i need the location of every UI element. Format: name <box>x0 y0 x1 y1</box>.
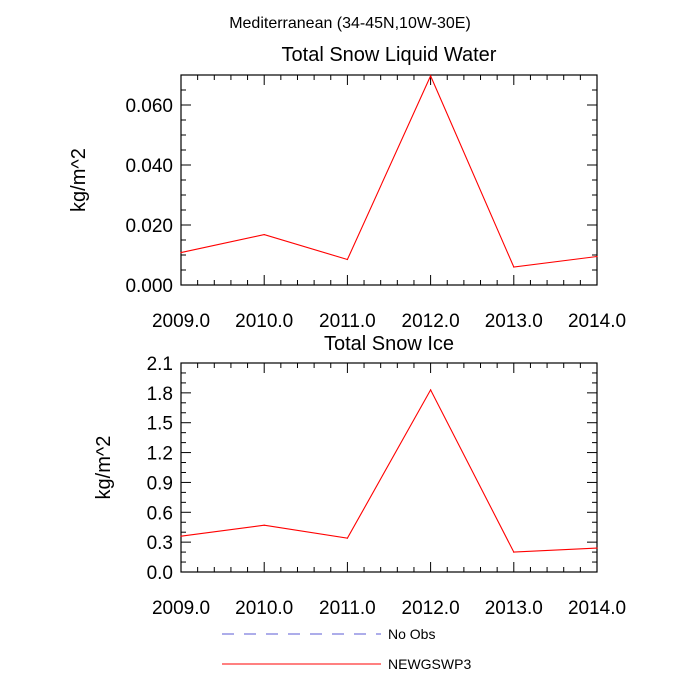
y-tick-label: 0.3 <box>147 533 173 554</box>
data-point <box>180 535 182 537</box>
y-tick-label: 0.000 <box>125 276 173 297</box>
data-point <box>596 255 598 258</box>
panel-title: Total Snow Ice <box>324 333 454 355</box>
y-tick-label: 0.6 <box>147 503 173 524</box>
y-tick-label: 0.0 <box>147 563 173 584</box>
legend-label: No Obs <box>388 626 435 642</box>
y-tick-label: 0.060 <box>125 96 173 117</box>
y-tick-label: 2.1 <box>147 354 173 375</box>
series-line-newgswp3 <box>180 388 598 553</box>
x-tick-label: 2010.0 <box>235 311 293 332</box>
series-line-newgswp3 <box>180 74 598 268</box>
panels: Total Snow Liquid Water kg/m^2 2009.0 2010.… <box>68 44 626 619</box>
x-tick-label: 2009.0 <box>152 311 210 332</box>
y-tick-label: 0.040 <box>125 156 173 177</box>
figure-suptitle: Mediterranean (34-45N,10W-30E) <box>229 15 471 32</box>
x-tick-label: 2009.0 <box>152 598 210 619</box>
data-point <box>430 75 432 77</box>
x-tick-label: 2014.0 <box>568 311 626 332</box>
y-tick-label: 1.8 <box>147 384 173 405</box>
data-point <box>513 551 515 553</box>
legend: No Obs NEWGSWP3 <box>222 626 471 672</box>
x-tick-label: 2014.0 <box>568 598 626 619</box>
plot-frame <box>180 74 598 286</box>
x-tick-label: 2012.0 <box>402 311 460 332</box>
x-tick-label: 2011.0 <box>319 598 376 619</box>
data-point <box>513 266 515 268</box>
y-tick-label: 0.9 <box>147 473 173 494</box>
x-tick-label: 2012.0 <box>402 598 460 619</box>
y-axis-label: kg/m^2 <box>93 436 115 500</box>
plot-frame <box>180 362 598 573</box>
y-tick-label: 0.020 <box>125 216 173 237</box>
x-tick-label: 2010.0 <box>235 598 293 619</box>
panel-2: Total Snow Ice kg/m^2 2009.0 2010.0 2011.0 20… <box>93 333 626 619</box>
data-point <box>263 524 265 526</box>
data-point <box>180 252 182 254</box>
data-point <box>263 234 265 236</box>
x-tick-label: 2013.0 <box>485 311 543 332</box>
y-tick-label: 1.2 <box>147 444 173 465</box>
data-point <box>346 258 348 261</box>
y-tick-label: 1.5 <box>147 414 173 435</box>
data-point <box>596 547 598 549</box>
legend-label: NEWGSWP3 <box>388 656 471 672</box>
x-tick-label: 2013.0 <box>485 598 543 619</box>
x-tick-label: 2011.0 <box>319 311 376 332</box>
panel-1: Total Snow Liquid Water kg/m^2 2009.0 2010.… <box>68 44 626 332</box>
y-axis-label: kg/m^2 <box>68 148 90 212</box>
data-point <box>346 537 348 539</box>
data-point <box>430 389 432 391</box>
panel-title: Total Snow Liquid Water <box>282 44 497 66</box>
